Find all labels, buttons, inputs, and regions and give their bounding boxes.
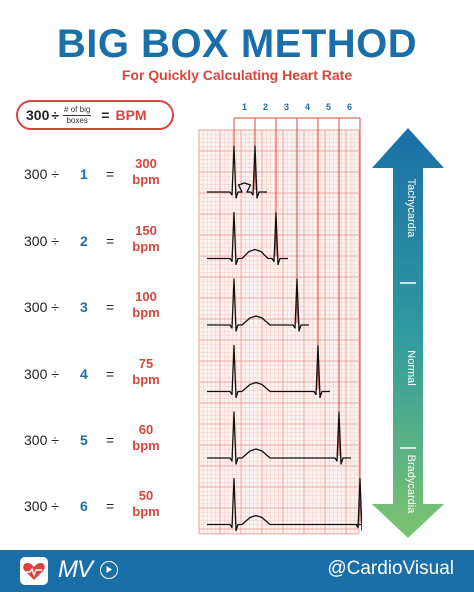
row-equals: = <box>106 366 115 382</box>
ecg-waveform <box>207 211 288 266</box>
normal-label: Normal <box>405 350 417 385</box>
fraction-bottom: boxes <box>66 115 88 125</box>
bpm-value: 100 <box>135 289 157 304</box>
row-boxes: 4 <box>80 366 88 382</box>
bpm-value: 150 <box>135 223 157 238</box>
bpm-value: 75 <box>138 356 154 371</box>
row-boxes: 5 <box>80 432 88 448</box>
row-equals: = <box>106 299 115 315</box>
ecg-grid: 1 2 3 4 5 6 <box>198 102 365 535</box>
formula-fraction: # of big boxes <box>63 104 92 126</box>
bpm-unit: bpm <box>132 305 160 320</box>
row-bpm: 75 bpm <box>128 356 164 388</box>
formula-divide: ÷ <box>51 107 60 123</box>
grid-background <box>198 129 360 535</box>
rate-row-1: 300 ÷ 1 = 300 bpm <box>0 154 200 204</box>
fraction-top: # of big <box>63 104 92 116</box>
row-equals: = <box>106 166 115 182</box>
bpm-unit: bpm <box>132 504 160 519</box>
row-expr: 300 ÷ <box>24 432 59 448</box>
bpm-unit: bpm <box>132 239 160 254</box>
rate-row-5: 300 ÷ 5 = 60 bpm <box>0 420 200 470</box>
arrow-shape <box>372 128 444 538</box>
box-number-label: 1 <box>242 102 247 112</box>
box-number-label: 4 <box>305 102 310 112</box>
brand-logo-text: MV <box>58 556 93 583</box>
row-bpm: 150 bpm <box>128 223 164 255</box>
row-boxes: 1 <box>80 166 88 182</box>
ecg-waveform <box>207 411 351 465</box>
row-bpm: 300 bpm <box>128 156 164 188</box>
row-boxes: 2 <box>80 233 88 249</box>
row-boxes: 3 <box>80 299 88 315</box>
rate-row-6: 300 ÷ 6 = 50 bpm <box>0 486 200 536</box>
heart-logo-icon <box>20 557 48 585</box>
rate-row-4: 300 ÷ 4 = 75 bpm <box>0 354 200 404</box>
row-equals: = <box>106 432 115 448</box>
tachycardia-label: Tachycardia <box>405 179 417 239</box>
box-number-label: 5 <box>326 102 331 112</box>
formula-equals: = <box>101 107 110 123</box>
double-arrow-icon: Tachycardia Normal Bradycardia <box>372 128 444 538</box>
row-expr: 300 ÷ <box>24 299 59 315</box>
row-boxes: 6 <box>80 498 88 514</box>
rate-arrow: Tachycardia Normal Bradycardia <box>370 128 446 540</box>
social-handle: @CardioVisual <box>327 558 454 579</box>
row-expr: 300 ÷ <box>24 166 59 182</box>
play-icon <box>100 561 118 579</box>
box-number-label: 6 <box>347 102 352 112</box>
bradycardia-label: Bradycardia <box>405 455 417 515</box>
bpm-value: 50 <box>138 488 154 503</box>
ecg-waveform <box>207 145 267 199</box>
box-number-label: 2 <box>263 102 268 112</box>
bpm-unit: bpm <box>132 372 160 387</box>
row-expr: 300 ÷ <box>24 233 59 249</box>
formula-numerator: 300 <box>26 107 50 123</box>
formula-result: BPM <box>115 107 147 123</box>
footer-bar <box>0 550 474 592</box>
row-expr: 300 ÷ <box>24 366 59 382</box>
row-expr: 300 ÷ <box>24 498 59 514</box>
rate-row-3: 300 ÷ 3 = 100 bpm <box>0 287 200 337</box>
rate-row-2: 300 ÷ 2 = 150 bpm <box>0 221 200 271</box>
row-bpm: 50 bpm <box>128 488 164 520</box>
row-bpm: 60 bpm <box>128 422 164 454</box>
row-equals: = <box>106 233 115 249</box>
box-number-label: 3 <box>284 102 289 112</box>
bpm-value: 60 <box>138 422 154 437</box>
row-equals: = <box>106 498 115 514</box>
row-bpm: 100 bpm <box>128 289 164 321</box>
bpm-value: 300 <box>135 156 157 171</box>
page-subtitle: For Quickly Calculating Heart Rate <box>121 67 353 83</box>
bpm-unit: bpm <box>132 438 160 453</box>
formula-box: 300 ÷ # of big boxes = BPM <box>16 100 174 130</box>
ecg-waveform <box>207 477 365 532</box>
ecg-waveform <box>207 278 309 332</box>
page-title: BIG BOX METHOD <box>56 22 418 66</box>
ecg-waveform <box>207 344 330 399</box>
bpm-unit: bpm <box>132 172 160 187</box>
ecg-grid-panel: 1 2 3 4 5 6 <box>197 100 365 536</box>
